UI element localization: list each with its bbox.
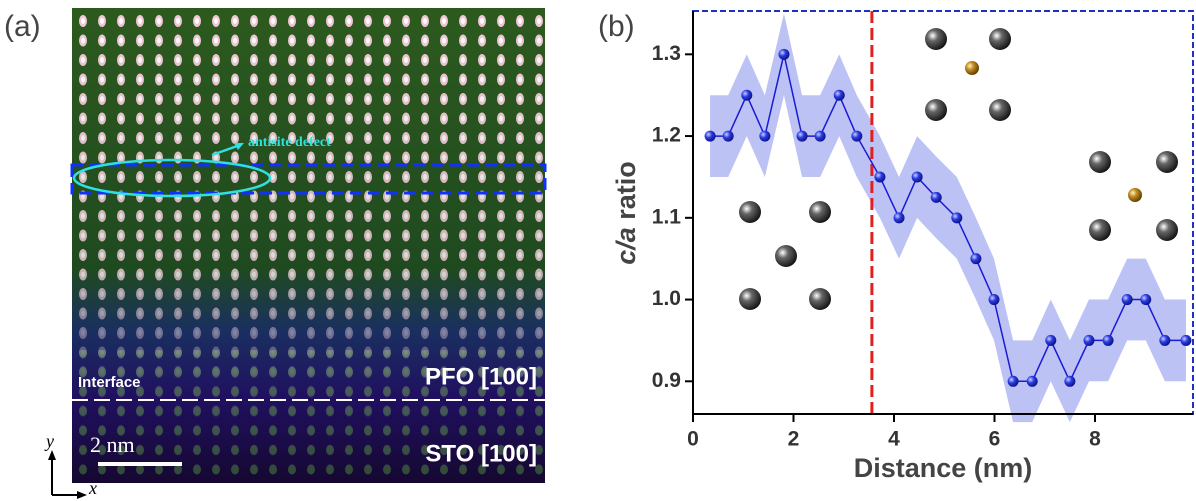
x-axis-title: Distance (nm): [854, 453, 1033, 483]
y-tick-label: 1.0: [652, 287, 681, 310]
data-point: [1180, 334, 1192, 346]
arrow-head: [234, 143, 244, 150]
layer-label: STO [100]: [425, 440, 537, 467]
arrow-head: [48, 450, 56, 460]
data-point: [970, 253, 982, 265]
y-tick-label: 1.3: [652, 42, 681, 65]
arrow-head: [77, 491, 87, 499]
structure-icon: [739, 28, 1178, 310]
data-point: [1045, 334, 1057, 346]
data-point: [814, 130, 826, 142]
data-point: [1026, 375, 1038, 387]
data-point: [988, 294, 1000, 306]
y-tick-label: 0.9: [652, 369, 681, 392]
data-point: [951, 212, 963, 224]
atom-columns: [72, 8, 545, 483]
defect-ellipse: [72, 158, 272, 198]
data-point: [874, 171, 886, 183]
axis-name: y: [44, 431, 54, 451]
error-band: [710, 13, 1186, 423]
defect-box: [70, 163, 547, 195]
panel-label: (a): [4, 10, 41, 43]
panel-label: (b): [598, 10, 635, 43]
y-axis-title-italic: c/a: [611, 227, 641, 265]
data-point: [1121, 294, 1133, 306]
data-point: [1140, 294, 1152, 306]
scale-label: 2 nm: [90, 432, 135, 457]
x-tick-label: 2: [788, 428, 800, 451]
x-tick-label: 0: [687, 428, 699, 451]
x-tick-label: 8: [1089, 428, 1101, 451]
data-point: [911, 171, 923, 183]
data-point: [1159, 334, 1171, 346]
data-point: [704, 130, 716, 142]
plot: [704, 11, 1192, 423]
data-point: [851, 130, 863, 142]
y-tick-label: 1.2: [652, 124, 681, 147]
interface-label: Interface: [78, 374, 141, 391]
data-point: [930, 191, 942, 203]
data-point: [1007, 375, 1019, 387]
data-point: [722, 130, 734, 142]
y-axis-title-rest: ratio: [611, 161, 641, 227]
annotation: antisite defect: [248, 135, 331, 150]
data-point: [833, 89, 845, 101]
arrow: [211, 143, 241, 157]
y-tick-label: 1.1: [652, 205, 682, 228]
data-point: [741, 89, 753, 101]
data-point: [1102, 334, 1114, 346]
data-point: [1083, 334, 1095, 346]
data-point: [759, 130, 771, 142]
data-point: [1064, 375, 1076, 387]
x-tick-label: 4: [888, 428, 900, 451]
data-point: [893, 212, 905, 224]
data-point: [778, 48, 790, 60]
x-tick-label: 6: [989, 428, 1001, 451]
axis-name: x: [88, 478, 97, 498]
layer-label: PFO [100]: [425, 363, 537, 390]
y-axis-title: c/a ratio: [611, 161, 641, 265]
data-point: [796, 130, 808, 142]
